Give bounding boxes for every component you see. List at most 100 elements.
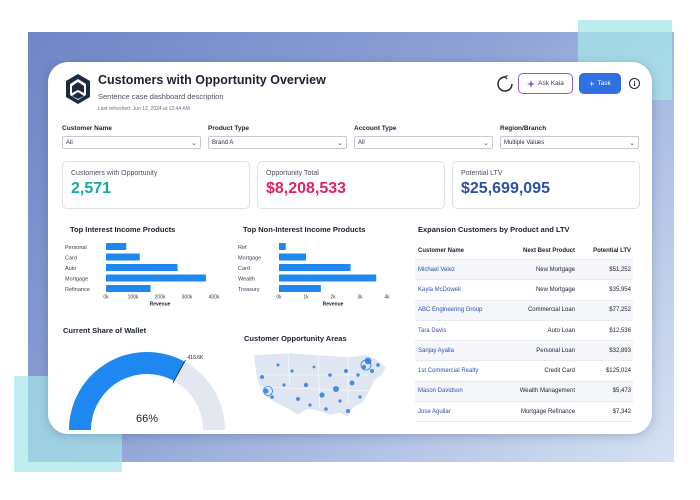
table-row[interactable]: Kayla McDowell New Mortgage $35,954 bbox=[415, 280, 633, 301]
bar[interactable] bbox=[106, 253, 140, 261]
gauge-fill bbox=[69, 352, 185, 430]
next-best-product: Personal Loan bbox=[536, 347, 575, 354]
column-header[interactable]: Next Best Product bbox=[522, 247, 575, 254]
table-header: Customer Name Next Best Product Potentia… bbox=[415, 242, 633, 260]
tick-label: 300k bbox=[182, 295, 193, 301]
column-header[interactable]: Customer Name bbox=[418, 247, 465, 254]
kpi-opportunity-total: Opportunity Total $8,208,533 bbox=[257, 161, 445, 209]
column-header[interactable]: Potential LTV bbox=[593, 247, 631, 254]
account-type-select[interactable]: All ⌄ bbox=[354, 136, 493, 149]
chevron-down-icon: ⌄ bbox=[337, 139, 343, 147]
bar[interactable] bbox=[279, 243, 286, 250]
tick-label: 0k bbox=[276, 295, 282, 301]
filter-value: Brand A bbox=[212, 139, 234, 146]
gauge-marker-label: 418.6K bbox=[188, 355, 205, 361]
bar[interactable] bbox=[279, 285, 321, 292]
category-label: Personal bbox=[65, 245, 87, 251]
category-label: Mortgage bbox=[65, 277, 88, 283]
category-label: Card bbox=[65, 256, 77, 262]
customer-link[interactable]: ABC Engineering Group bbox=[418, 307, 483, 314]
interest-income-chart: Personal Card Auto Mortgage Refinance 0k 100k 2… bbox=[65, 243, 220, 308]
category-label: Wealth bbox=[238, 277, 255, 283]
customer-link[interactable]: 1st Commercial Realty bbox=[418, 368, 479, 375]
customer-link[interactable]: Michael Velez bbox=[418, 266, 456, 273]
filter-label: Region/Branch bbox=[500, 125, 547, 132]
next-best-product: Wealth Management bbox=[519, 388, 575, 395]
task-label: Task bbox=[597, 80, 611, 87]
info-icon[interactable]: i bbox=[629, 78, 640, 89]
table-row[interactable]: Michael Velez New Mortgage $51,252 bbox=[415, 260, 633, 281]
bar[interactable] bbox=[106, 264, 178, 271]
filter-value: Multiple Values bbox=[504, 139, 545, 146]
next-best-product: New Mortgage bbox=[535, 266, 575, 273]
last-refreshed: Last refreshed: Jun 12, 2024 at 12:44 AM bbox=[98, 106, 190, 112]
filter-region-branch: Region/Branch Multiple Values ⌄ bbox=[500, 125, 639, 149]
customer-link[interactable]: Tara Davis bbox=[418, 327, 447, 334]
customer-link[interactable]: Sanjay Ayalla bbox=[418, 347, 454, 354]
product-type-select[interactable]: Brand A ⌄ bbox=[208, 136, 347, 149]
tick-label: 100k bbox=[128, 295, 139, 301]
category-label: Refinance bbox=[65, 287, 90, 293]
page-subtitle: Sentence case dashboard description bbox=[98, 92, 224, 101]
bar[interactable] bbox=[106, 274, 206, 282]
customer-link[interactable]: Mason Davidson bbox=[418, 388, 463, 395]
tick-label: 0k bbox=[103, 295, 109, 301]
tick-label: 200k bbox=[155, 295, 166, 301]
chevron-down-icon: ⌄ bbox=[629, 139, 635, 147]
table-row[interactable]: Sanjay Ayalla Personal Loan $32,893 bbox=[415, 341, 633, 362]
bar[interactable] bbox=[279, 264, 351, 271]
chevron-down-icon: ⌄ bbox=[191, 139, 197, 147]
gauge-marker bbox=[172, 359, 186, 383]
tick-label: 4k bbox=[384, 295, 390, 301]
ask-kaia-label: Ask Kaia bbox=[538, 80, 564, 87]
customer-link[interactable]: Jose Aguilar bbox=[418, 408, 451, 415]
potential-ltv: $51,252 bbox=[609, 266, 631, 273]
customer-link[interactable]: Kayla McDowell bbox=[418, 286, 461, 293]
bar[interactable] bbox=[279, 274, 377, 282]
category-label: Ref bbox=[238, 245, 247, 251]
ask-kaia-button[interactable]: Ask Kaia bbox=[518, 73, 573, 94]
bar[interactable] bbox=[279, 253, 306, 261]
opportunity-areas-map[interactable] bbox=[248, 345, 398, 430]
filter-account-type: Account Type All ⌄ bbox=[354, 125, 493, 149]
filter-customer-name: Customer Name All ⌄ bbox=[62, 125, 201, 149]
non-interest-income-title: Top Non-Interest Income Products bbox=[243, 225, 366, 234]
filter-label: Customer Name bbox=[62, 125, 112, 132]
table-row[interactable]: Mason Davidson Wealth Management $5,473 bbox=[415, 381, 633, 403]
potential-ltv: $77,252 bbox=[609, 307, 631, 314]
opportunity-areas-title: Customer Opportunity Areas bbox=[244, 334, 347, 343]
potential-ltv: $5,473 bbox=[612, 388, 631, 395]
bar[interactable] bbox=[106, 243, 127, 250]
table-row[interactable]: Tara Davis Auto Loan $12,536 bbox=[415, 321, 633, 342]
interest-income-title: Top Interest Income Products bbox=[70, 225, 176, 234]
refresh-icon[interactable] bbox=[496, 75, 514, 93]
customer-name-select[interactable]: All ⌄ bbox=[62, 136, 201, 149]
plus-icon: + bbox=[589, 78, 595, 89]
table-row[interactable]: 1st Commercial Realty Credit Card $125,0… bbox=[415, 361, 633, 382]
bar[interactable] bbox=[106, 285, 151, 292]
next-best-product: New Mortgage bbox=[535, 286, 575, 293]
tick-label: 3k bbox=[357, 295, 363, 301]
chevron-down-icon: ⌄ bbox=[483, 139, 489, 147]
filter-value: All bbox=[358, 139, 365, 146]
potential-ltv: $12,536 bbox=[609, 327, 631, 334]
kpi-value: 2,571 bbox=[71, 180, 112, 197]
share-of-wallet-gauge: 418.6K 66% bbox=[69, 352, 225, 430]
page-title: Customers with Opportunity Overview bbox=[98, 73, 326, 87]
axis-label: Revenue bbox=[150, 302, 171, 308]
sparkle-icon bbox=[527, 79, 536, 88]
table-row[interactable]: ABC Engineering Group Commercial Loan $7… bbox=[415, 300, 633, 321]
kpi-potential-ltv: Potential LTV $25,699,095 bbox=[452, 161, 640, 209]
tick-label: 2k bbox=[330, 295, 336, 301]
kpi-label: Opportunity Total bbox=[266, 170, 319, 177]
tick-label: 400k bbox=[209, 295, 220, 301]
axis-label: Revenue bbox=[323, 302, 344, 308]
region-branch-select[interactable]: Multiple Values ⌄ bbox=[500, 136, 639, 149]
table-row[interactable]: Jose Aguilar Mortgage Refinance $7,342 bbox=[415, 402, 633, 423]
add-task-button[interactable]: + Task bbox=[579, 73, 621, 94]
kpi-value: $8,208,533 bbox=[266, 180, 347, 197]
category-label: Treasury bbox=[238, 287, 260, 293]
dashboard-card: Customers with Opportunity Overview Sent… bbox=[48, 62, 652, 434]
expansion-customers-title: Expansion Customers by Product and LTV bbox=[418, 225, 570, 234]
non-interest-income-chart: Ref Mortgage Card Wealth Treasury 0k 1k 2k 3k 4k R… bbox=[238, 243, 390, 308]
